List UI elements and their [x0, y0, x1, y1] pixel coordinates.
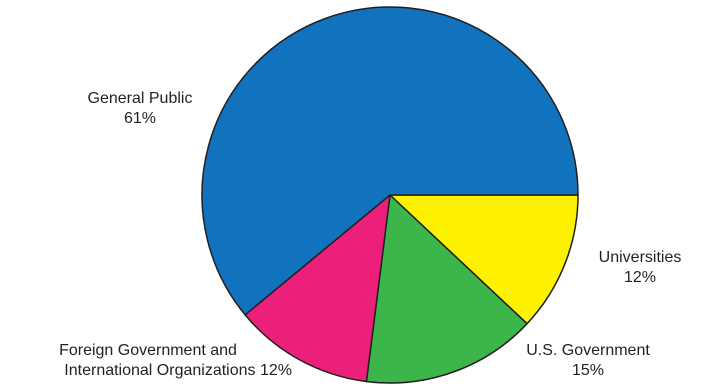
- slice-label-foreign-government: Foreign Government and International Org…: [2, 341, 292, 381]
- slice-name-universities: Universities: [598, 249, 682, 266]
- slice-universities: [389, 194, 579, 325]
- slice-label-us-government: U.S. Government 15%: [508, 341, 668, 381]
- slice-us-government: [365, 194, 528, 384]
- slice-name-line-2-foreign-government: International Organizations 12%: [64, 362, 292, 379]
- slice-name-us-government: U.S. Government: [526, 342, 650, 359]
- slice-label-general-public: General Public 61%: [70, 89, 210, 129]
- slice-name-line-1-foreign-government: Foreign Government and: [59, 342, 237, 359]
- slice-label-universities: Universities 12%: [580, 248, 700, 288]
- slice-value-us-government: 15%: [571, 362, 605, 379]
- slice-name-general-public: General Public: [87, 90, 193, 107]
- slice-general-public: [201, 6, 579, 316]
- slice-value-general-public: 61%: [123, 110, 157, 127]
- slice-foreign-government: [244, 194, 391, 383]
- slice-value-universities: 12%: [623, 269, 657, 286]
